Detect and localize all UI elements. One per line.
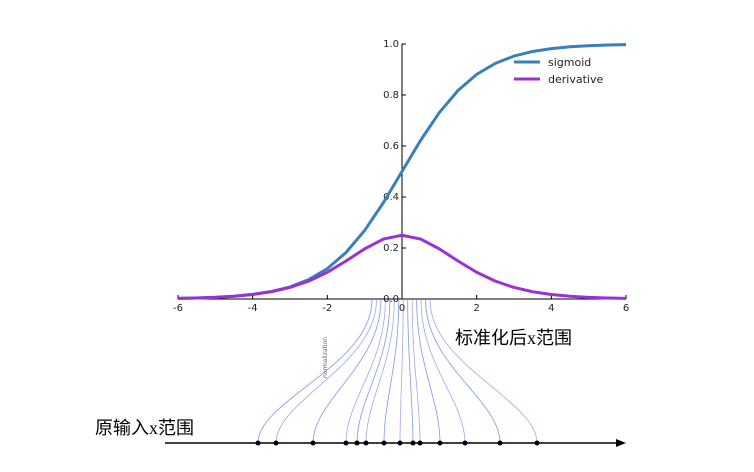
x-tick-label: -2	[322, 303, 332, 314]
y-tick-label: 1.0	[383, 39, 399, 50]
x-tick-label: 0	[399, 303, 405, 314]
fan-line	[407, 299, 414, 444]
fan-line	[416, 299, 441, 444]
fan-line	[420, 299, 466, 444]
legend-label: sigmoid	[548, 56, 591, 69]
x-tick-label: 2	[473, 303, 479, 314]
fan-line	[257, 299, 373, 444]
series-line	[177, 233, 627, 300]
y-tick-label: 0.4	[383, 192, 399, 203]
normalization-label: normalization	[322, 337, 329, 378]
arrow-head	[616, 439, 626, 447]
fan-line	[345, 299, 386, 444]
fan-line	[312, 299, 382, 444]
original-range-label: 原输入x范围	[95, 418, 194, 438]
y-tick-label: 0.2	[383, 243, 399, 254]
x-tick-label: -6	[173, 303, 183, 314]
normalization-fan	[255, 299, 540, 446]
fan-line	[429, 299, 538, 444]
y-tick-label: 0.0	[383, 294, 399, 305]
x-tick-label: 4	[548, 303, 554, 314]
fan-line	[383, 299, 400, 444]
fan-line	[365, 299, 395, 444]
fan-line	[275, 299, 377, 444]
fan-line	[411, 299, 421, 444]
y-tick-label: 0.8	[383, 90, 399, 101]
x-tick-label: 6	[623, 303, 629, 314]
fan-line	[356, 299, 391, 444]
normalized-range-label: 标准化后x范围	[455, 328, 572, 348]
x-tick-label: -4	[248, 303, 258, 314]
fan-line	[425, 299, 501, 444]
fan-line	[399, 299, 404, 444]
y-tick-label: 0.6	[383, 141, 399, 152]
legend-label: derivative	[548, 73, 603, 86]
